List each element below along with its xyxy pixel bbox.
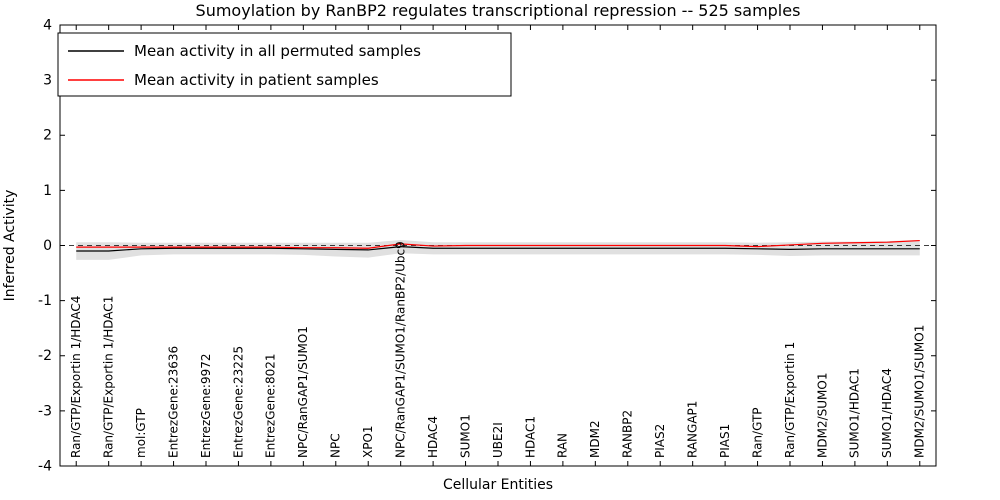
x-category-label: RAN bbox=[556, 433, 570, 458]
x-category-label: NPC/RanGAP1/SUMO1/RanBP2/Ubc9 bbox=[394, 241, 408, 458]
y-tick-label: -4 bbox=[38, 458, 52, 474]
x-category-label: EntrezGene:23225 bbox=[231, 346, 245, 458]
x-category-label: RANBP2 bbox=[621, 410, 635, 458]
x-category-label: PIAS1 bbox=[718, 424, 732, 458]
y-tick-label: 2 bbox=[43, 128, 52, 144]
x-category-label: Ran/GTP/Exportin 1/HDAC4 bbox=[69, 296, 83, 458]
x-category-label: mol:GTP bbox=[134, 408, 148, 458]
x-category-label: EntrezGene:9972 bbox=[199, 354, 213, 459]
permuted-mean-line bbox=[76, 246, 920, 252]
y-tick-label: -2 bbox=[38, 348, 52, 364]
legend-label-1: Mean activity in patient samples bbox=[134, 71, 379, 89]
x-category-label: EntrezGene:8021 bbox=[264, 354, 278, 459]
x-category-label: NPC/RanGAP1/SUMO1 bbox=[296, 326, 310, 458]
chart-title: Sumoylation by RanBP2 regulates transcri… bbox=[196, 1, 801, 20]
legend-label-0: Mean activity in all permuted samples bbox=[134, 42, 421, 60]
x-category-label: MDM2 bbox=[588, 420, 602, 458]
y-tick-label: 3 bbox=[43, 73, 52, 89]
x-category-label: UBE2I bbox=[491, 422, 505, 458]
x-axis-label: Cellular Entities bbox=[443, 477, 553, 493]
x-category-label: HDAC1 bbox=[523, 416, 537, 458]
legend-box bbox=[57, 32, 512, 97]
x-category-label: RANGAP1 bbox=[686, 401, 700, 458]
y-tick-label: 1 bbox=[43, 183, 52, 199]
x-category-label: NPC bbox=[329, 433, 343, 458]
x-category-label: MDM2/SUMO1/SUMO1 bbox=[913, 325, 927, 458]
x-category-label: EntrezGene:23636 bbox=[166, 346, 180, 458]
x-category-label: SUMO1/HDAC4 bbox=[880, 368, 894, 458]
x-category-label: Ran/GTP/Exportin 1 bbox=[783, 342, 797, 458]
y-axis-label: Inferred Activity bbox=[2, 190, 18, 302]
x-category-label: Ran/GTP/Exportin 1/HDAC1 bbox=[102, 296, 116, 458]
patient-mean-line bbox=[76, 239, 920, 249]
permuted-spread-band bbox=[76, 239, 920, 260]
y-tick-label: -1 bbox=[38, 293, 52, 309]
x-category-label: XPO1 bbox=[361, 425, 375, 458]
x-category-label: PIAS2 bbox=[653, 424, 667, 458]
x-category-label: SUMO1 bbox=[458, 414, 472, 458]
x-category-label: Ran/GTP bbox=[750, 407, 764, 458]
x-category-label: MDM2/SUMO1 bbox=[815, 373, 829, 458]
y-tick-label: 4 bbox=[43, 17, 52, 33]
y-tick-label: 0 bbox=[43, 238, 52, 254]
y-tick-label: -3 bbox=[38, 403, 52, 419]
x-category-label: SUMO1/HDAC1 bbox=[848, 368, 862, 458]
x-category-label: HDAC4 bbox=[426, 416, 440, 458]
